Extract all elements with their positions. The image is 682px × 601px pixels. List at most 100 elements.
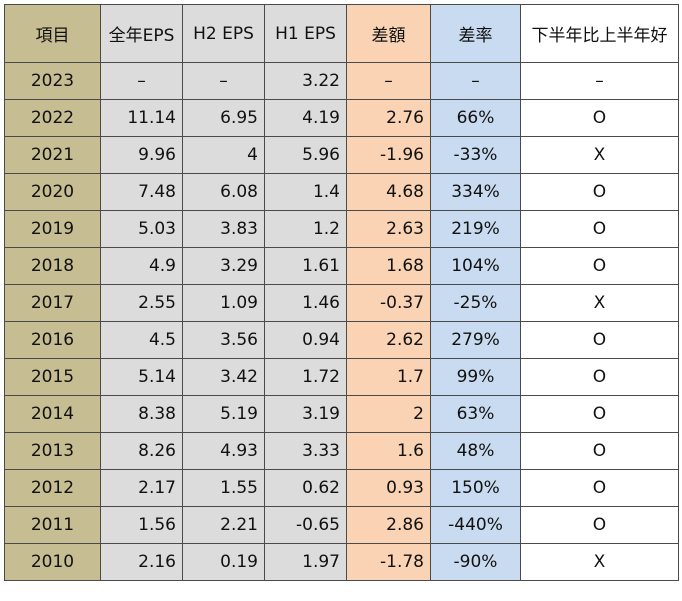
difference-cell: -1.78 xyxy=(346,543,431,581)
table-row: 2017 2.55 1.09 1.46 -0.37 -25% X xyxy=(4,284,679,322)
h1-eps-cell: 5.96 xyxy=(264,136,347,174)
rate-cell: 66% xyxy=(430,99,521,137)
table-row: 2012 2.17 1.55 0.62 0.93 150% O xyxy=(4,469,679,507)
header-row: 項目 全年EPS H2 EPS H1 EPS 差額 差率 下半年比上半年好 xyxy=(4,4,679,63)
h1-eps-cell: 1.2 xyxy=(264,210,347,248)
verdict-cell: O xyxy=(520,432,679,470)
full-year-eps-cell: 11.14 xyxy=(100,99,183,137)
rate-cell: 334% xyxy=(430,173,521,211)
h2-eps-cell: 5.19 xyxy=(182,395,265,433)
table-row: 2011 1.56 2.21 -0.65 2.86 -440% O xyxy=(4,506,679,544)
difference-cell: 2.63 xyxy=(346,210,431,248)
full-year-eps-cell: 5.03 xyxy=(100,210,183,248)
h2-eps-cell: 4.93 xyxy=(182,432,265,470)
difference-cell: 2 xyxy=(346,395,431,433)
verdict-cell: X xyxy=(520,284,679,322)
verdict-cell: O xyxy=(520,99,679,137)
full-year-eps-cell: 8.26 xyxy=(100,432,183,470)
h1-eps-cell: 0.62 xyxy=(264,469,347,507)
difference-cell: -1.96 xyxy=(346,136,431,174)
year-cell: 2018 xyxy=(4,247,101,285)
difference-cell: 2.86 xyxy=(346,506,431,544)
h2-eps-cell: – xyxy=(182,62,265,100)
h2-eps-cell: 3.83 xyxy=(182,210,265,248)
full-year-eps-cell: 4.9 xyxy=(100,247,183,285)
rate-cell: – xyxy=(430,62,521,100)
table-row: 2013 8.26 4.93 3.33 1.6 48% O xyxy=(4,432,679,470)
difference-cell: 1.7 xyxy=(346,358,431,396)
full-year-eps-cell: 7.48 xyxy=(100,173,183,211)
h2-eps-cell: 1.55 xyxy=(182,469,265,507)
h2-eps-cell: 4 xyxy=(182,136,265,174)
rate-cell: -25% xyxy=(430,284,521,322)
full-year-eps-cell: 2.16 xyxy=(100,543,183,581)
table-row: 2016 4.5 3.56 0.94 2.62 279% O xyxy=(4,321,679,359)
full-year-eps-cell: 9.96 xyxy=(100,136,183,174)
verdict-cell: O xyxy=(520,506,679,544)
table-row: 2015 5.14 3.42 1.72 1.7 99% O xyxy=(4,358,679,396)
full-year-eps-cell: 2.17 xyxy=(100,469,183,507)
verdict-cell: O xyxy=(520,321,679,359)
h1-eps-cell: 1.61 xyxy=(264,247,347,285)
year-cell: 2016 xyxy=(4,321,101,359)
year-cell: 2020 xyxy=(4,173,101,211)
h2-eps-cell: 6.08 xyxy=(182,173,265,211)
h1-eps-cell: 3.22 xyxy=(264,62,347,100)
header-full-year-eps: 全年EPS xyxy=(100,4,183,63)
year-cell: 2021 xyxy=(4,136,101,174)
h1-eps-cell: 3.33 xyxy=(264,432,347,470)
verdict-cell: – xyxy=(520,62,679,100)
full-year-eps-cell: – xyxy=(100,62,183,100)
full-year-eps-cell: 2.55 xyxy=(100,284,183,322)
h2-eps-cell: 0.19 xyxy=(182,543,265,581)
full-year-eps-cell: 8.38 xyxy=(100,395,183,433)
header-difference: 差額 xyxy=(346,4,431,63)
difference-cell: -0.37 xyxy=(346,284,431,322)
header-h2-better: 下半年比上半年好 xyxy=(520,4,679,63)
verdict-cell: X xyxy=(520,543,679,581)
verdict-cell: O xyxy=(520,358,679,396)
h1-eps-cell: 1.97 xyxy=(264,543,347,581)
header-h1-eps: H1 EPS xyxy=(264,4,347,63)
h1-eps-cell: 3.19 xyxy=(264,395,347,433)
verdict-cell: O xyxy=(520,469,679,507)
header-rate: 差率 xyxy=(430,4,521,63)
full-year-eps-cell: 4.5 xyxy=(100,321,183,359)
h1-eps-cell: 1.46 xyxy=(264,284,347,322)
difference-cell: 4.68 xyxy=(346,173,431,211)
h2-eps-cell: 3.56 xyxy=(182,321,265,359)
h1-eps-cell: 4.19 xyxy=(264,99,347,137)
year-cell: 2013 xyxy=(4,432,101,470)
verdict-cell: O xyxy=(520,247,679,285)
table-row: 2018 4.9 3.29 1.61 1.68 104% O xyxy=(4,247,679,285)
full-year-eps-cell: 5.14 xyxy=(100,358,183,396)
verdict-cell: O xyxy=(520,395,679,433)
full-year-eps-cell: 1.56 xyxy=(100,506,183,544)
rate-cell: 63% xyxy=(430,395,521,433)
year-cell: 2011 xyxy=(4,506,101,544)
verdict-cell: X xyxy=(520,136,679,174)
h1-eps-cell: 1.72 xyxy=(264,358,347,396)
year-cell: 2015 xyxy=(4,358,101,396)
eps-table: 項目 全年EPS H2 EPS H1 EPS 差額 差率 下半年比上半年好 20… xyxy=(4,4,679,581)
rate-cell: 99% xyxy=(430,358,521,396)
difference-cell: 2.76 xyxy=(346,99,431,137)
h1-eps-cell: 1.4 xyxy=(264,173,347,211)
rate-cell: -90% xyxy=(430,543,521,581)
h2-eps-cell: 2.21 xyxy=(182,506,265,544)
year-cell: 2012 xyxy=(4,469,101,507)
year-cell: 2023 xyxy=(4,62,101,100)
table-row: 2014 8.38 5.19 3.19 2 63% O xyxy=(4,395,679,433)
header-h2-eps: H2 EPS xyxy=(182,4,265,63)
table-row: 2021 9.96 4 5.96 -1.96 -33% X xyxy=(4,136,679,174)
h2-eps-cell: 6.95 xyxy=(182,99,265,137)
h1-eps-cell: -0.65 xyxy=(264,506,347,544)
h1-eps-cell: 0.94 xyxy=(264,321,347,359)
year-cell: 2022 xyxy=(4,99,101,137)
rate-cell: 104% xyxy=(430,247,521,285)
year-cell: 2010 xyxy=(4,543,101,581)
rate-cell: 219% xyxy=(430,210,521,248)
difference-cell: 2.62 xyxy=(346,321,431,359)
table-row: 2022 11.14 6.95 4.19 2.76 66% O xyxy=(4,99,679,137)
difference-cell: 1.68 xyxy=(346,247,431,285)
